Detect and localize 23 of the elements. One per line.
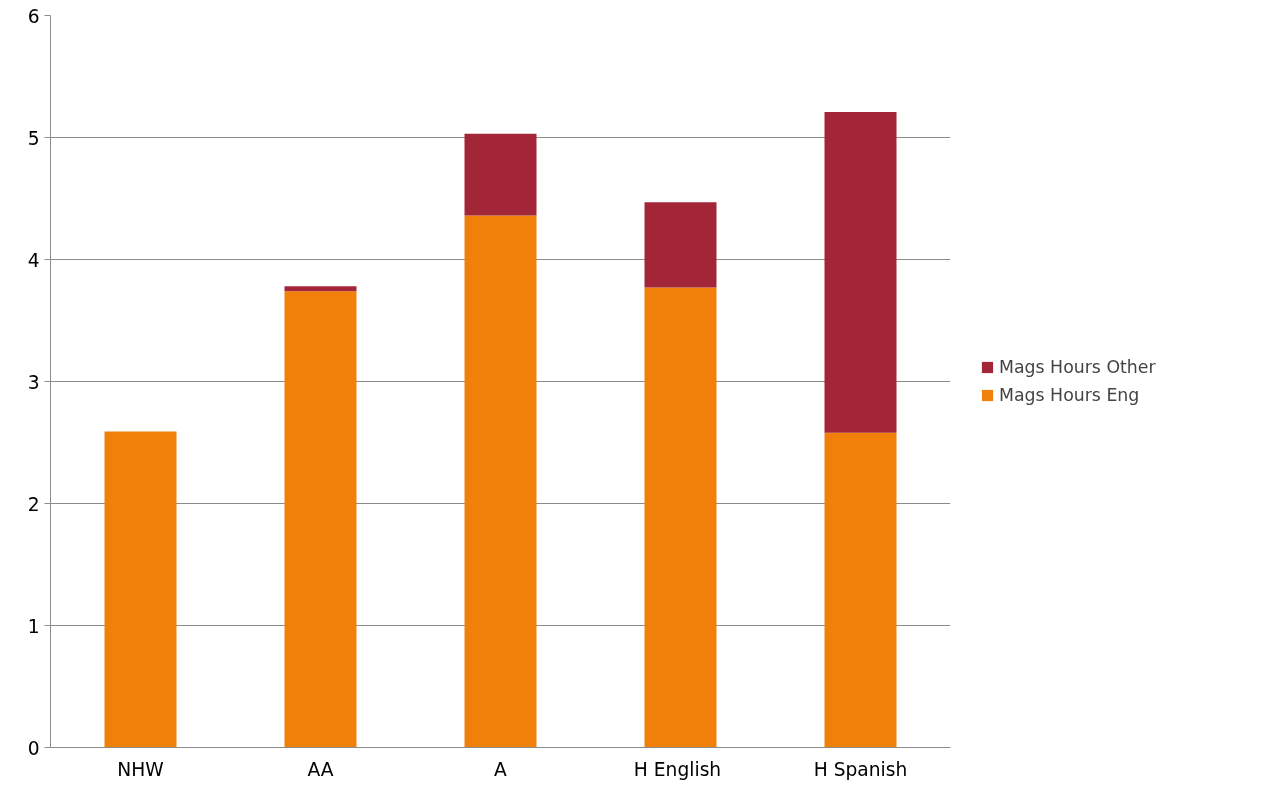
y-tick-label: 6 [27, 5, 40, 27]
bar [644, 287, 717, 748]
bar [284, 286, 357, 292]
y-tick-label: 1 [27, 615, 40, 637]
x-tick-label: A [494, 758, 508, 780]
bar [644, 202, 717, 288]
x-tick-label: H English [633, 758, 722, 780]
bar [824, 432, 897, 748]
legend-label: Mags Hours Other [999, 357, 1156, 377]
bar [284, 291, 357, 748]
y-tick-label: 4 [27, 249, 40, 271]
bar [464, 215, 537, 748]
bar [824, 111, 897, 433]
y-tick-label: 0 [27, 737, 40, 759]
x-tick-label: AA [307, 758, 334, 780]
x-tick-label: NHW [117, 758, 164, 780]
bar [464, 133, 537, 216]
y-tick-label: 3 [27, 371, 40, 393]
bar [104, 431, 177, 748]
legend-label: Mags Hours Eng [999, 385, 1140, 405]
y-tick-label: 2 [27, 493, 40, 515]
y-tick-label: 5 [27, 127, 40, 149]
x-tick-label: H Spanish [813, 758, 908, 780]
